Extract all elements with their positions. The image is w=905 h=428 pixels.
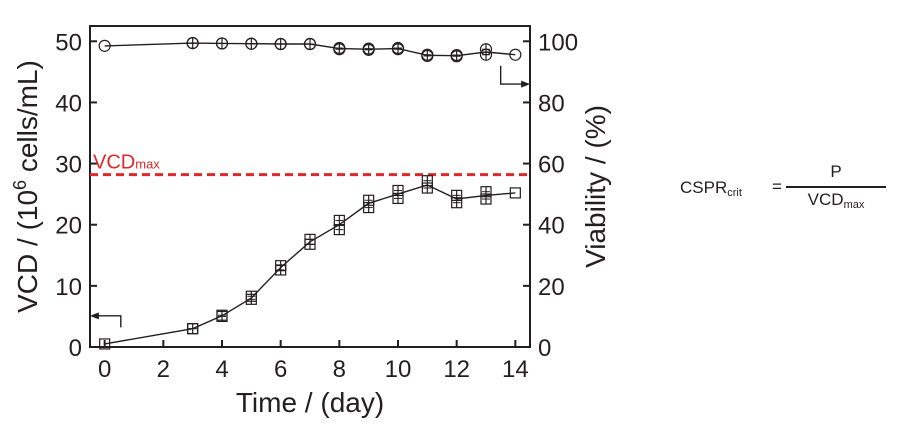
x-tick-label: 0 bbox=[98, 356, 111, 383]
viability-point bbox=[509, 48, 522, 61]
vcd-point bbox=[363, 201, 375, 214]
axis-ticks: 0 2 4 6 8 10 12 14 0 10 20 30 40 50 0 20 40 60 80 100 bbox=[55, 29, 578, 383]
vcd-axis-arrow bbox=[95, 315, 122, 328]
viability-point bbox=[98, 39, 111, 52]
y-right-tick-label: 100 bbox=[538, 29, 578, 56]
x-tick-label: 8 bbox=[333, 356, 346, 383]
vcd-point bbox=[275, 260, 287, 272]
y-axis-right-title: Viability / (%) bbox=[580, 105, 611, 268]
vcd-point bbox=[392, 184, 404, 197]
x-tick-label: 14 bbox=[502, 356, 529, 383]
vcd-point bbox=[304, 233, 316, 245]
vcd-point bbox=[392, 192, 404, 205]
vcd-max-label: VCDmax bbox=[93, 152, 160, 174]
y-right-tick-label: 20 bbox=[538, 274, 565, 301]
viability-point bbox=[421, 48, 434, 61]
vcd-point bbox=[451, 197, 463, 209]
viability-point bbox=[303, 37, 317, 51]
vcd-point bbox=[421, 182, 433, 194]
data-series bbox=[98, 37, 522, 350]
vcd-point bbox=[333, 214, 345, 227]
y-left-title-prefix: VCD / (10 bbox=[12, 190, 43, 313]
vcd-max-label-sub: max bbox=[135, 157, 160, 172]
vcd-max-label-main: VCD bbox=[93, 152, 135, 174]
vcd-axis-arrowhead bbox=[89, 312, 99, 320]
formula-denominator-main: VCD bbox=[807, 190, 844, 209]
viability-point bbox=[333, 41, 346, 55]
vcd-point bbox=[480, 186, 492, 198]
y-right-tick-label: 0 bbox=[538, 335, 551, 362]
y-right-tick-label: 80 bbox=[538, 90, 565, 117]
axis-arrows bbox=[89, 65, 531, 328]
formula-fraction-bar bbox=[786, 186, 886, 188]
viability-point bbox=[450, 48, 463, 62]
formula-lhs-sub: crit bbox=[727, 187, 742, 199]
y-left-title-exponent: 6 bbox=[10, 180, 30, 190]
series-vcd bbox=[99, 175, 521, 350]
y-left-title-suffix: cells/mL) bbox=[12, 60, 43, 180]
y-left-tick-label: 0 bbox=[69, 335, 82, 362]
x-tick-label: 6 bbox=[274, 356, 287, 383]
viability-axis-arrow bbox=[499, 65, 525, 85]
viability-point bbox=[479, 43, 493, 56]
vcd-point bbox=[363, 194, 375, 206]
series-viability bbox=[98, 37, 522, 63]
formula-lhs: CSPRcrit bbox=[680, 178, 742, 199]
viability-axis-arrowhead bbox=[521, 80, 531, 88]
viability-point bbox=[215, 37, 229, 50]
viability-point bbox=[362, 42, 375, 55]
x-axis-title: Time / (day) bbox=[236, 387, 384, 418]
vcd-point bbox=[187, 323, 199, 335]
vcd-point bbox=[333, 224, 345, 236]
y-left-tick-label: 50 bbox=[55, 29, 82, 56]
vcd-point bbox=[216, 309, 228, 321]
vcd-point bbox=[480, 193, 492, 205]
vcd-point bbox=[509, 187, 521, 199]
vcd-max-reference: VCDmax bbox=[90, 152, 530, 177]
vcd-line bbox=[104, 184, 516, 345]
vcd-point bbox=[99, 338, 111, 350]
vcd-point bbox=[421, 175, 433, 187]
x-tick-label: 4 bbox=[215, 356, 228, 383]
vcd-point bbox=[245, 290, 257, 302]
formula-denominator: VCDmax bbox=[786, 190, 886, 211]
x-tick-label: 12 bbox=[443, 356, 470, 383]
y-right-tick-label: 60 bbox=[538, 152, 565, 179]
y-left-tick-label: 30 bbox=[55, 152, 82, 179]
y-axis-left-title: VCD / (106 cells/mL) bbox=[10, 60, 43, 313]
formula-equals: = bbox=[772, 177, 782, 196]
y-left-tick-label: 20 bbox=[55, 213, 82, 240]
formula-numerator: P bbox=[830, 162, 842, 181]
cspr-formula: CSPRcrit = P VCDmax bbox=[680, 160, 890, 230]
formula-denominator-sub: max bbox=[843, 199, 865, 211]
y-left-tick-label: 40 bbox=[55, 90, 82, 117]
viability-point bbox=[274, 37, 287, 51]
formula-lhs-main: CSPR bbox=[680, 178, 728, 197]
y-left-tick-label: 10 bbox=[55, 274, 82, 301]
x-tick-label: 2 bbox=[157, 356, 170, 383]
viability-point bbox=[245, 37, 258, 50]
plot-frame bbox=[89, 25, 531, 348]
viability-point bbox=[391, 41, 405, 55]
y-right-tick-label: 40 bbox=[538, 213, 565, 240]
x-tick-label: 10 bbox=[385, 356, 412, 383]
vcd-point bbox=[451, 189, 463, 201]
viability-point bbox=[186, 37, 199, 50]
